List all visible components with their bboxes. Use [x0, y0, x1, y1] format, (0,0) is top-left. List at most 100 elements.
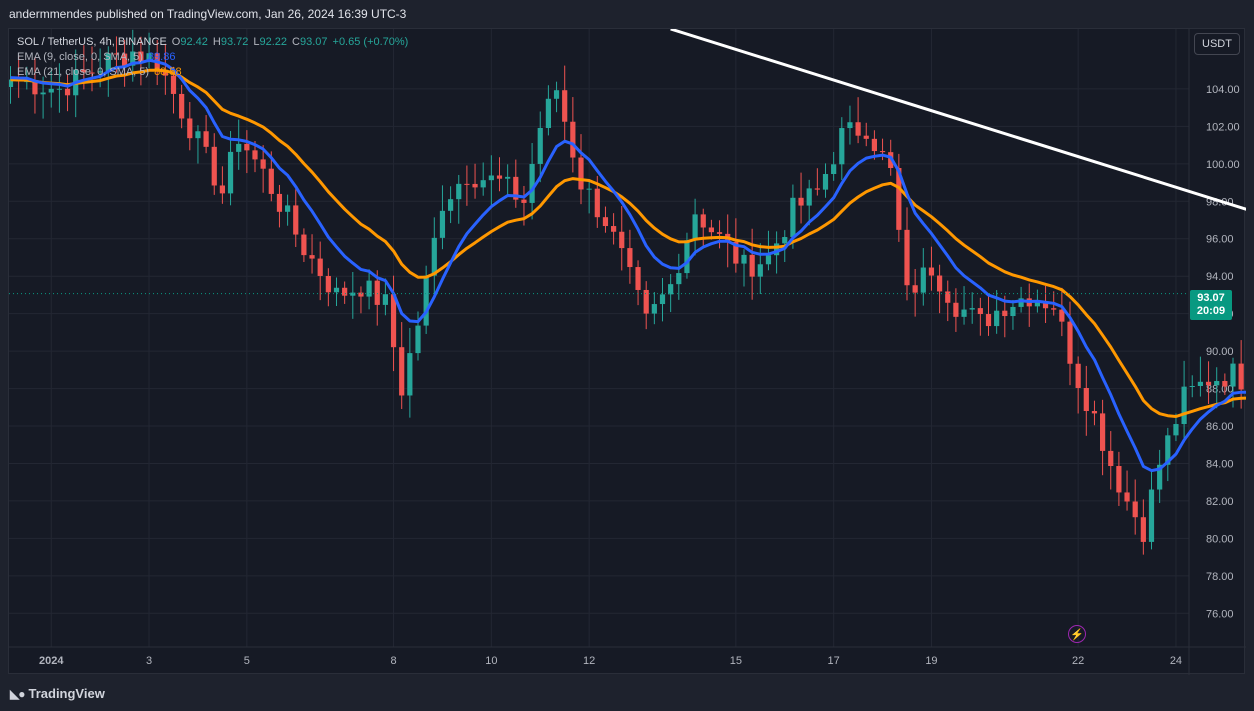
candle-up	[969, 308, 975, 310]
candle-up	[790, 197, 796, 238]
candle-down	[374, 280, 380, 305]
candle-down	[219, 185, 225, 194]
candle-down	[1075, 363, 1081, 388]
time-tick-label: 15	[730, 655, 742, 667]
candle-up	[407, 353, 413, 396]
lightning-icon[interactable]: ⚡	[1068, 625, 1086, 643]
candle-up	[350, 292, 356, 296]
candle-up	[839, 128, 845, 165]
candle-down	[945, 291, 951, 303]
candle-down	[293, 205, 299, 235]
candle-up	[48, 88, 54, 93]
candle-up	[782, 237, 788, 244]
chart-canvas[interactable]: 76.00 78.00 80.00 82.00 84.00 86.00 88.00 90.00…	[9, 29, 1246, 675]
time-tick-label: 17	[828, 655, 840, 667]
candle-up	[806, 188, 812, 206]
candle-down	[1108, 450, 1114, 467]
candle-up	[130, 51, 136, 66]
candle-up	[1189, 385, 1195, 387]
candle-down	[1116, 466, 1122, 493]
open-value: 92.42	[180, 36, 208, 48]
candle-down	[390, 294, 397, 348]
candle-up	[765, 255, 772, 265]
candle-down	[268, 168, 274, 194]
candle-up	[741, 254, 747, 264]
candle-down	[798, 197, 804, 206]
candle-down	[276, 193, 283, 212]
candle-down	[81, 69, 87, 73]
legend-symbol-row: SOL / TetherUS, 4h, BINANCE O92.42 H93.7…	[17, 35, 408, 50]
trendline	[670, 29, 1246, 211]
legend-symbol[interactable]: SOL / TetherUS, 4h, BINANCE	[17, 36, 167, 48]
candle-up	[195, 131, 201, 139]
candle-up	[382, 294, 388, 305]
tradingview-logo[interactable]: ◣● TradingView	[10, 686, 105, 701]
candle-up	[1034, 301, 1040, 307]
candle-up	[537, 127, 543, 164]
candle-down	[594, 188, 600, 218]
candle-down	[977, 308, 983, 315]
candle-up	[439, 210, 446, 238]
candle-down	[1205, 381, 1212, 386]
candle-down	[611, 226, 617, 232]
candle-down	[464, 183, 470, 185]
candle-down	[1140, 517, 1146, 542]
candle-up	[676, 273, 682, 285]
candle-up	[774, 243, 780, 256]
last-price-value: 93.07	[1197, 292, 1225, 304]
candle-down	[89, 72, 95, 74]
candle-down	[562, 90, 568, 122]
candle-up	[456, 183, 462, 200]
candle-down	[203, 131, 209, 147]
candle-down	[619, 231, 625, 249]
candle-up	[9, 79, 14, 88]
candle-down	[179, 93, 185, 119]
candle-up	[651, 304, 657, 314]
chart-frame[interactable]: 76.00 78.00 80.00 82.00 84.00 86.00 88.00 90.00…	[8, 28, 1246, 675]
candle-down	[643, 289, 649, 314]
candle-up	[1214, 381, 1220, 386]
candle-up	[659, 294, 666, 305]
candle-down	[496, 175, 503, 179]
candle-down	[32, 81, 38, 95]
candle-up	[994, 310, 1000, 327]
footer-bar: ◣● TradingView	[0, 676, 1254, 711]
candle-down	[1067, 321, 1073, 364]
chart-legend: SOL / TetherUS, 4h, BINANCE O92.42 H93.7…	[17, 35, 408, 80]
candle-up	[488, 175, 494, 181]
candle-down	[855, 122, 861, 136]
price-tick-label: 94.00	[1206, 271, 1234, 283]
legend-ema21-row[interactable]: EMA (21, close, 0, SMA, 5) 88.58	[17, 65, 408, 80]
currency-button[interactable]: USDT	[1194, 33, 1240, 55]
legend-ema9-row[interactable]: EMA (9, close, 0, SMA, 5) 89.86	[17, 50, 408, 65]
bar-countdown: 20:09	[1196, 305, 1226, 317]
candle-down	[138, 51, 144, 62]
tradingview-brand: TradingView	[28, 686, 105, 701]
candle-down	[252, 150, 258, 160]
candle-down	[1132, 501, 1138, 518]
change-value: +0.65 (+0.70%)	[332, 36, 409, 48]
candle-up	[56, 88, 62, 90]
candle-down	[708, 227, 714, 233]
time-tick-label: 3	[146, 655, 152, 667]
candle-down	[244, 143, 250, 151]
candle-up	[415, 325, 421, 354]
high-value: 93.72	[220, 36, 249, 48]
candle-up	[1197, 381, 1203, 386]
price-tick-label: 100.00	[1206, 159, 1240, 171]
candle-down	[122, 53, 128, 66]
price-tick-label: 82.00	[1206, 496, 1234, 508]
candle-down	[928, 267, 935, 276]
candle-up	[692, 214, 698, 241]
top-bar: andermmendes published on TradingView.co…	[0, 0, 1254, 28]
candle-down	[1100, 413, 1106, 451]
candle-down	[879, 151, 886, 153]
candle-up	[684, 240, 690, 274]
low-value: 92.22	[259, 36, 288, 48]
price-tick-label: 78.00	[1206, 571, 1234, 583]
candle-up	[105, 53, 111, 72]
time-tick-label: 5	[244, 655, 250, 667]
candle-down	[814, 188, 820, 190]
candle-down	[896, 168, 902, 230]
candle-up	[366, 280, 372, 297]
